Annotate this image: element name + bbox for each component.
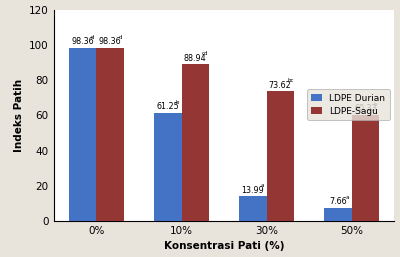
- Text: 60.33: 60.33: [354, 104, 376, 113]
- Bar: [182, 64, 209, 221]
- Bar: [324, 208, 352, 221]
- Bar: [240, 196, 267, 221]
- Text: 98.36: 98.36: [72, 37, 94, 46]
- Text: bc: bc: [287, 78, 294, 83]
- Bar: [352, 115, 379, 221]
- Text: 98.36: 98.36: [99, 37, 121, 46]
- Text: a: a: [261, 183, 264, 188]
- Text: 7.66: 7.66: [329, 197, 347, 206]
- Text: 13.99: 13.99: [242, 186, 264, 195]
- Text: d: d: [91, 35, 94, 40]
- Bar: [267, 91, 294, 221]
- Bar: [96, 48, 124, 221]
- Bar: [154, 113, 182, 221]
- Text: d: d: [119, 35, 122, 40]
- Text: 88.94: 88.94: [184, 53, 206, 62]
- Bar: [69, 48, 96, 221]
- Text: 61.25: 61.25: [156, 102, 179, 111]
- Text: cd: cd: [202, 51, 209, 56]
- Legend: LDPE Durian, LDPE-Sagu: LDPE Durian, LDPE-Sagu: [307, 89, 390, 120]
- Text: a: a: [346, 195, 349, 200]
- Y-axis label: Indeks Patih: Indeks Patih: [14, 79, 24, 152]
- Text: b: b: [374, 102, 378, 107]
- X-axis label: Konsentrasi Pati (%): Konsentrasi Pati (%): [164, 241, 284, 251]
- Text: 73.62: 73.62: [269, 80, 292, 89]
- Text: b: b: [176, 100, 179, 105]
